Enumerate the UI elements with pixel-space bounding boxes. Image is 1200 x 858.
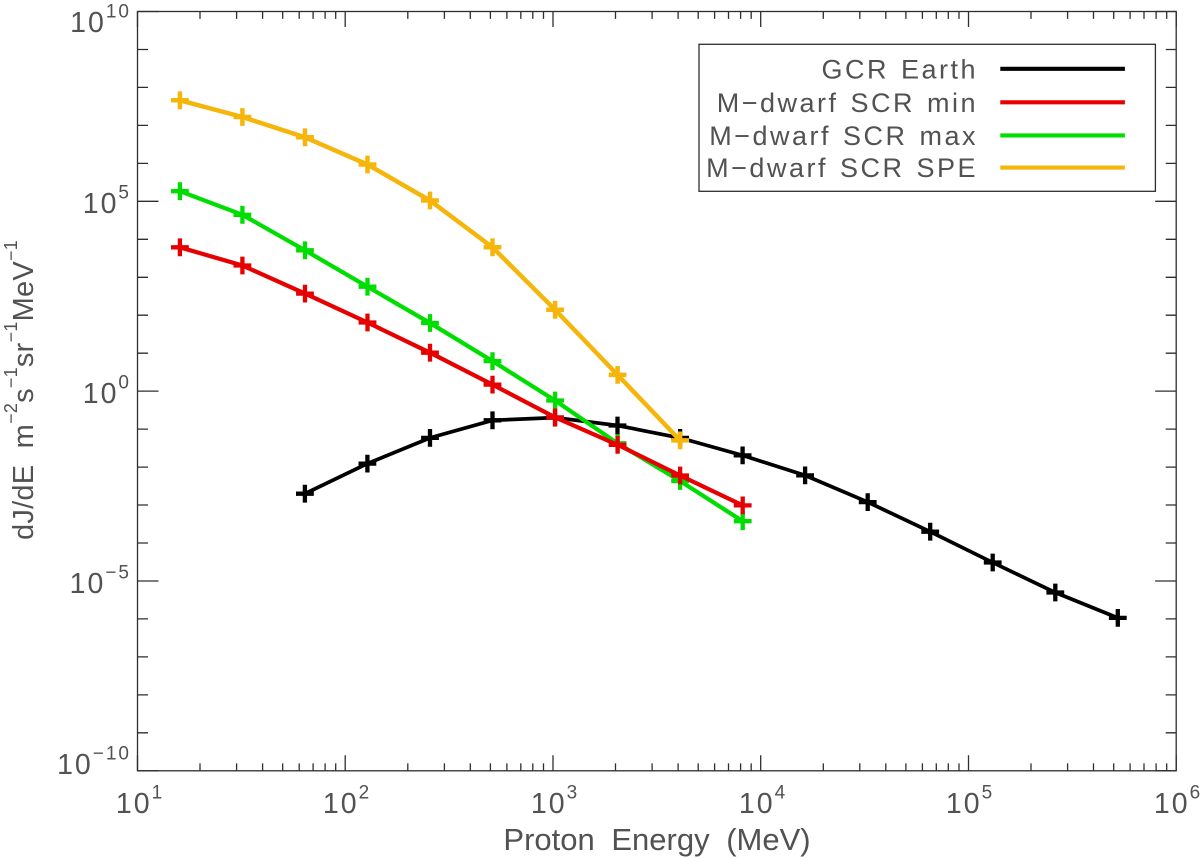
svg-text:dJ/dE m−2s−1sr−1MeV−1: dJ/dE m−2s−1sr−1MeV−1 — [1, 240, 40, 540]
svg-text:M−dwarf SCR min: M−dwarf SCR min — [717, 88, 978, 118]
svg-text:10−5: 10−5 — [70, 563, 131, 601]
svg-text:M−dwarf SCR max: M−dwarf SCR max — [709, 121, 978, 151]
svg-text:104: 104 — [739, 783, 787, 821]
svg-text:M−dwarf SCR SPE: M−dwarf SCR SPE — [706, 153, 978, 183]
svg-text:GCR Earth: GCR Earth — [821, 54, 978, 84]
svg-text:Proton Energy (MeV): Proton Energy (MeV) — [503, 822, 810, 857]
